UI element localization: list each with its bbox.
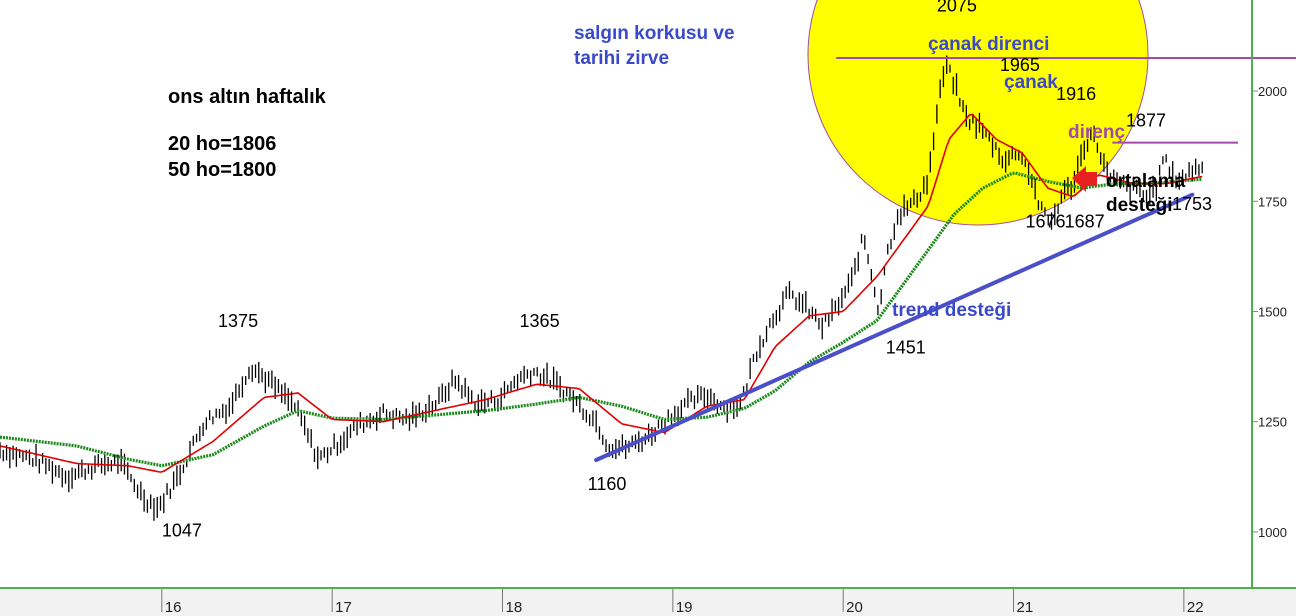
ma50-line [0,171,1203,468]
y-tick-label: 1000 [1258,525,1287,540]
x-tick-label: 18 [506,599,523,616]
value-label: 1965 [1000,55,1040,75]
ma50-series [0,171,1203,468]
annotation-trend-support: trend desteği [892,300,1011,321]
ma20-readout: 20 ho=1806 [168,133,276,155]
y-tick-label: 1750 [1258,194,1287,209]
x-axis-ticks: 16 17 18 19 20 21 22 [161,589,1204,616]
average-support-arrow-icon [1072,166,1097,192]
value-labels: 1047 1375 1365 1160 1451 2075 1965 1916 1877 1676… [162,0,1212,540]
x-axis-band [0,589,1296,616]
x-tick-label: 17 [335,599,352,616]
ma20-series [0,113,1203,473]
annotation-resistance: direnç [1068,122,1125,143]
bowl-highlight-circle [807,0,1149,226]
value-label: 1451 [886,337,926,357]
value-label: 1365 [520,311,560,331]
value-label: 2075 [937,0,977,16]
value-label: 1916 [1056,84,1096,104]
value-label: 1877 [1126,110,1166,130]
value-label: 1047 [162,520,202,540]
x-tick-label: 19 [676,599,693,616]
x-tick-label: 22 [1187,599,1204,616]
value-label: 1676 [1025,212,1065,232]
trend-support-line [594,192,1195,463]
y-tick-label: 1500 [1258,304,1287,319]
annotation-average: ortalama [1106,171,1186,192]
x-tick-label: 21 [1017,599,1034,616]
value-label: 1687 [1065,212,1105,232]
value-label: 1753 [1172,194,1212,214]
annotation-record-high: tarihi zirve [574,48,669,69]
x-tick-label: 16 [165,599,182,616]
annotation-support: desteği [1106,195,1173,216]
annotation-pandemic-fear: salgın korkusu ve [574,23,735,44]
y-axis-ticks: 1000 1250 1500 1750 2000 [1252,84,1287,540]
value-label: 1375 [218,311,258,331]
annotation-bowl: çanak [1004,72,1058,93]
y-tick-label: 1250 [1258,415,1287,430]
ma50-readout: 50 ho=1800 [168,159,276,181]
y-tick-label: 2000 [1258,84,1287,99]
x-tick-label: 20 [846,599,863,616]
annotation-bowl-resistance: çanak direnci [928,34,1049,55]
chart-title: ons altın haftalık [168,86,327,108]
ma20-line [0,113,1203,473]
value-label: 1160 [588,474,627,494]
